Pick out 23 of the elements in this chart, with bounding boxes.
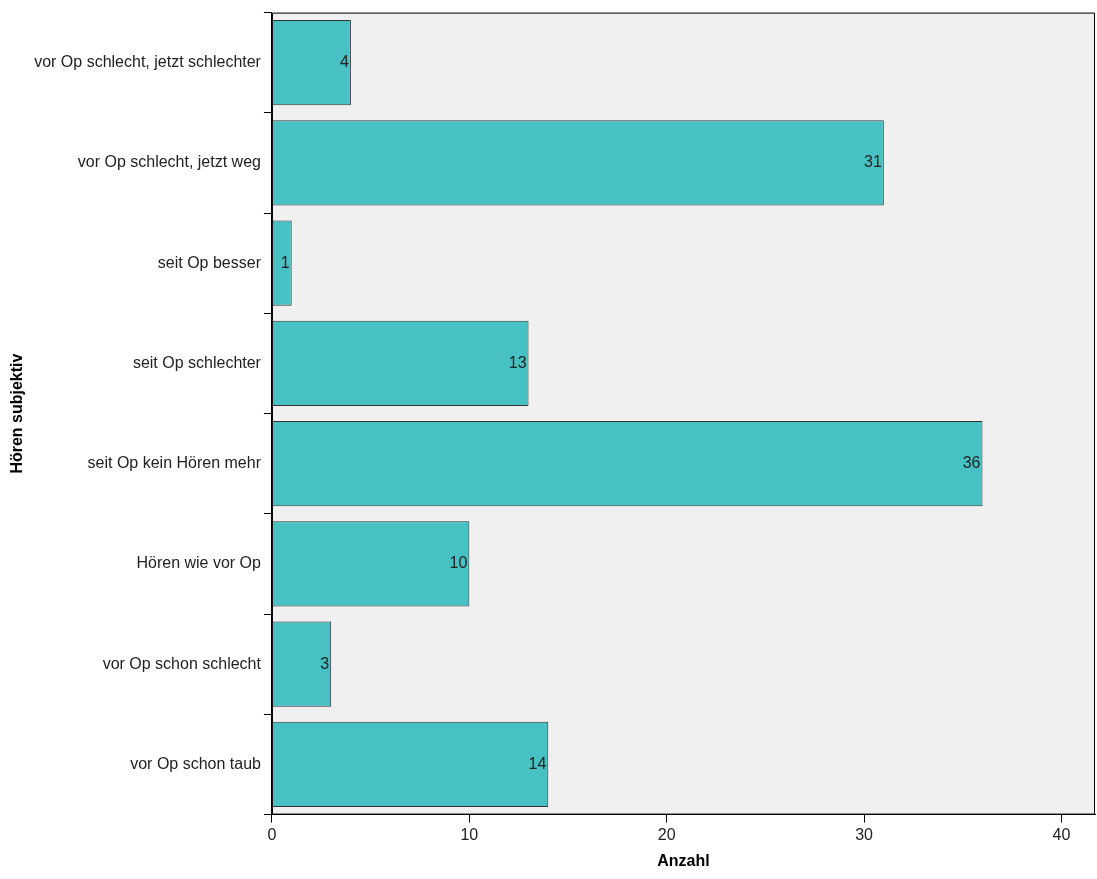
x-tick-label: 40 xyxy=(1052,825,1071,843)
data-label: 36 xyxy=(962,454,981,472)
y-tick-label: seit Op besser xyxy=(157,253,262,271)
y-tick-label: Hören wie vor Op xyxy=(136,554,262,572)
y-tick-label: seit Op kein Hören mehr xyxy=(87,454,262,472)
x-tick-label: 0 xyxy=(267,825,277,843)
y-tick-label: seit Op schlechter xyxy=(132,353,262,371)
data-label: 1 xyxy=(280,253,290,271)
y-tick-label: vor Op schlecht, jetzt schlechter xyxy=(34,53,262,71)
y-tick-label: vor Op schlecht, jetzt weg xyxy=(77,153,261,171)
y-tick-label: vor Op schon taub xyxy=(130,754,262,772)
data-label: 10 xyxy=(449,554,468,572)
x-axis-title: Anzahl xyxy=(657,851,710,869)
data-label: 13 xyxy=(508,353,527,371)
data-label: 31 xyxy=(864,153,882,171)
x-tick-label: 30 xyxy=(855,825,874,843)
y-tick-label: vor Op schon schlecht xyxy=(102,654,262,672)
y-axis-title: Hören subjektiv xyxy=(8,353,26,474)
data-label: 14 xyxy=(528,754,547,772)
x-tick-label: 20 xyxy=(657,825,676,843)
data-label: 3 xyxy=(320,654,330,672)
data-label: 4 xyxy=(340,53,349,71)
x-tick-label: 10 xyxy=(460,825,479,843)
